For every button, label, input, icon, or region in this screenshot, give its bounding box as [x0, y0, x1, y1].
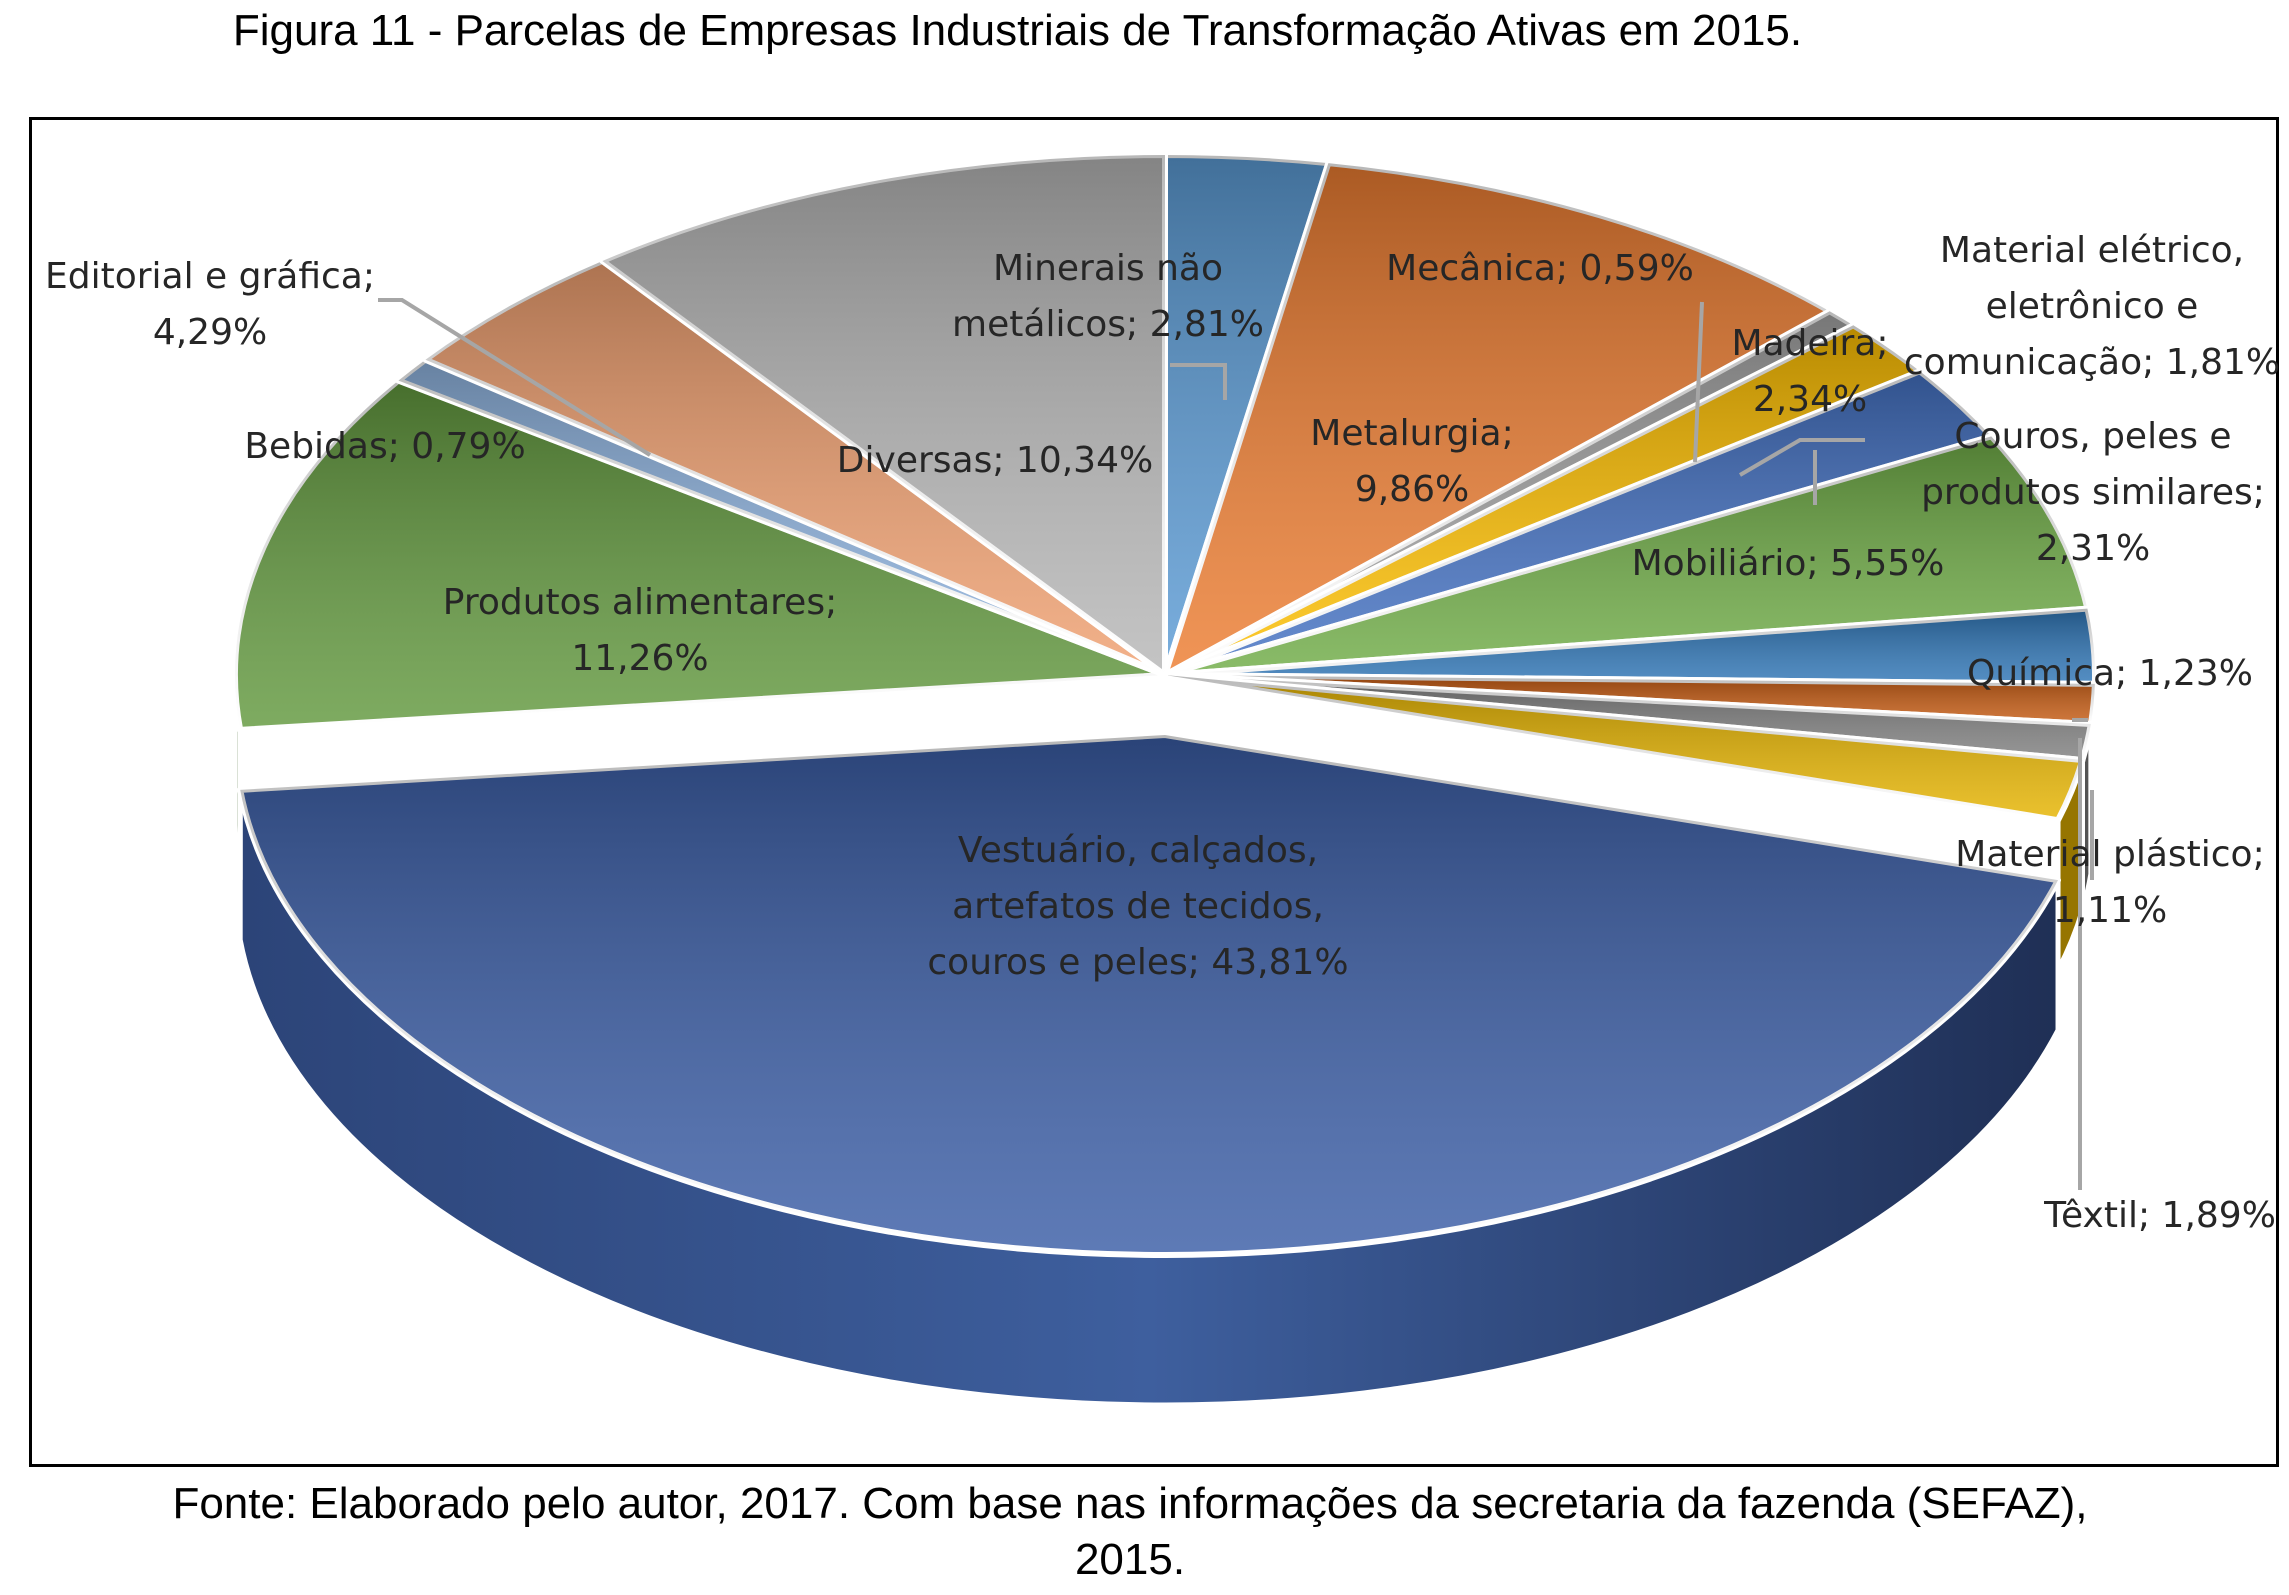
slice-label: 2,34% — [1753, 379, 1867, 420]
pie-slice-shade — [1165, 675, 2083, 821]
pie-slice-shade — [1165, 325, 1920, 675]
slice-label: produtos similares; — [1921, 472, 2265, 513]
leader-line — [1693, 301, 1704, 463]
pie-slice-shade — [1165, 311, 1854, 675]
source-note: Fonte: Elaborado pelo autor, 2017. Com b… — [0, 1476, 2260, 1588]
figure-title: Figura 11 - Parcelas de Empresas Industr… — [232, 6, 1803, 55]
source-line-2: 2015. — [1074, 1535, 1186, 1584]
slice-label: Minerais não — [993, 248, 1223, 289]
leader-lines — [378, 298, 2094, 1190]
slice-label: Vestuário, calçados, — [958, 830, 1318, 871]
slice-label: Couros, peles e — [1954, 416, 2231, 457]
leader-line — [1170, 363, 1227, 400]
slice-label: 2,31% — [2036, 528, 2150, 569]
slice-label: Material plástico; — [1955, 834, 2264, 875]
slice-label: Mecânica; 0,59% — [1386, 248, 1694, 289]
slice-label: Bebidas; 0,79% — [244, 426, 525, 467]
slice-label: Metalurgia; — [1310, 413, 1513, 454]
pie-slice-shade — [1165, 436, 2088, 675]
slice-label: Diversas; 10,34% — [837, 440, 1153, 481]
pie-slice-shade — [425, 260, 1166, 675]
slice-label: Editorial e gráfica; — [45, 256, 375, 297]
slice-label: couros e peles; 43,81% — [927, 942, 1348, 983]
slice-label: Mobiliário; 5,55% — [1632, 543, 1945, 584]
slice-label: metálicos; 2,81% — [952, 304, 1264, 345]
source-line-1: Fonte: Elaborado pelo autor, 2017. Com b… — [172, 1479, 2088, 1528]
slice-label: comunicação; 1,81% — [1904, 342, 2280, 383]
slice-label: Produtos alimentares; — [443, 582, 837, 623]
slice-label: Material elétrico, — [1940, 230, 2244, 271]
slice-label: 9,86% — [1355, 469, 1469, 510]
pie-slice-shade — [1165, 608, 2096, 684]
pie-slice-shade — [235, 380, 1165, 730]
slice-label: 4,29% — [153, 312, 267, 353]
slice-label: Têxtil; 1,89% — [2043, 1195, 2276, 1236]
slice-label: eletrônico e — [1986, 286, 2199, 327]
slice-label: artefatos de tecidos, — [952, 886, 1324, 927]
leader-line — [378, 298, 652, 457]
slice-label: 1,11% — [2053, 890, 2167, 931]
leader-line — [1738, 438, 1865, 477]
slice-label: Madeira; — [1731, 323, 1888, 364]
slice-label: Química; 1,23% — [1967, 653, 2253, 694]
pie-slice-shade — [1165, 163, 1830, 675]
pie-slice-shade — [602, 155, 1165, 675]
slice-label: 11,26% — [571, 638, 708, 679]
pie-slice-shade — [240, 735, 2059, 1255]
